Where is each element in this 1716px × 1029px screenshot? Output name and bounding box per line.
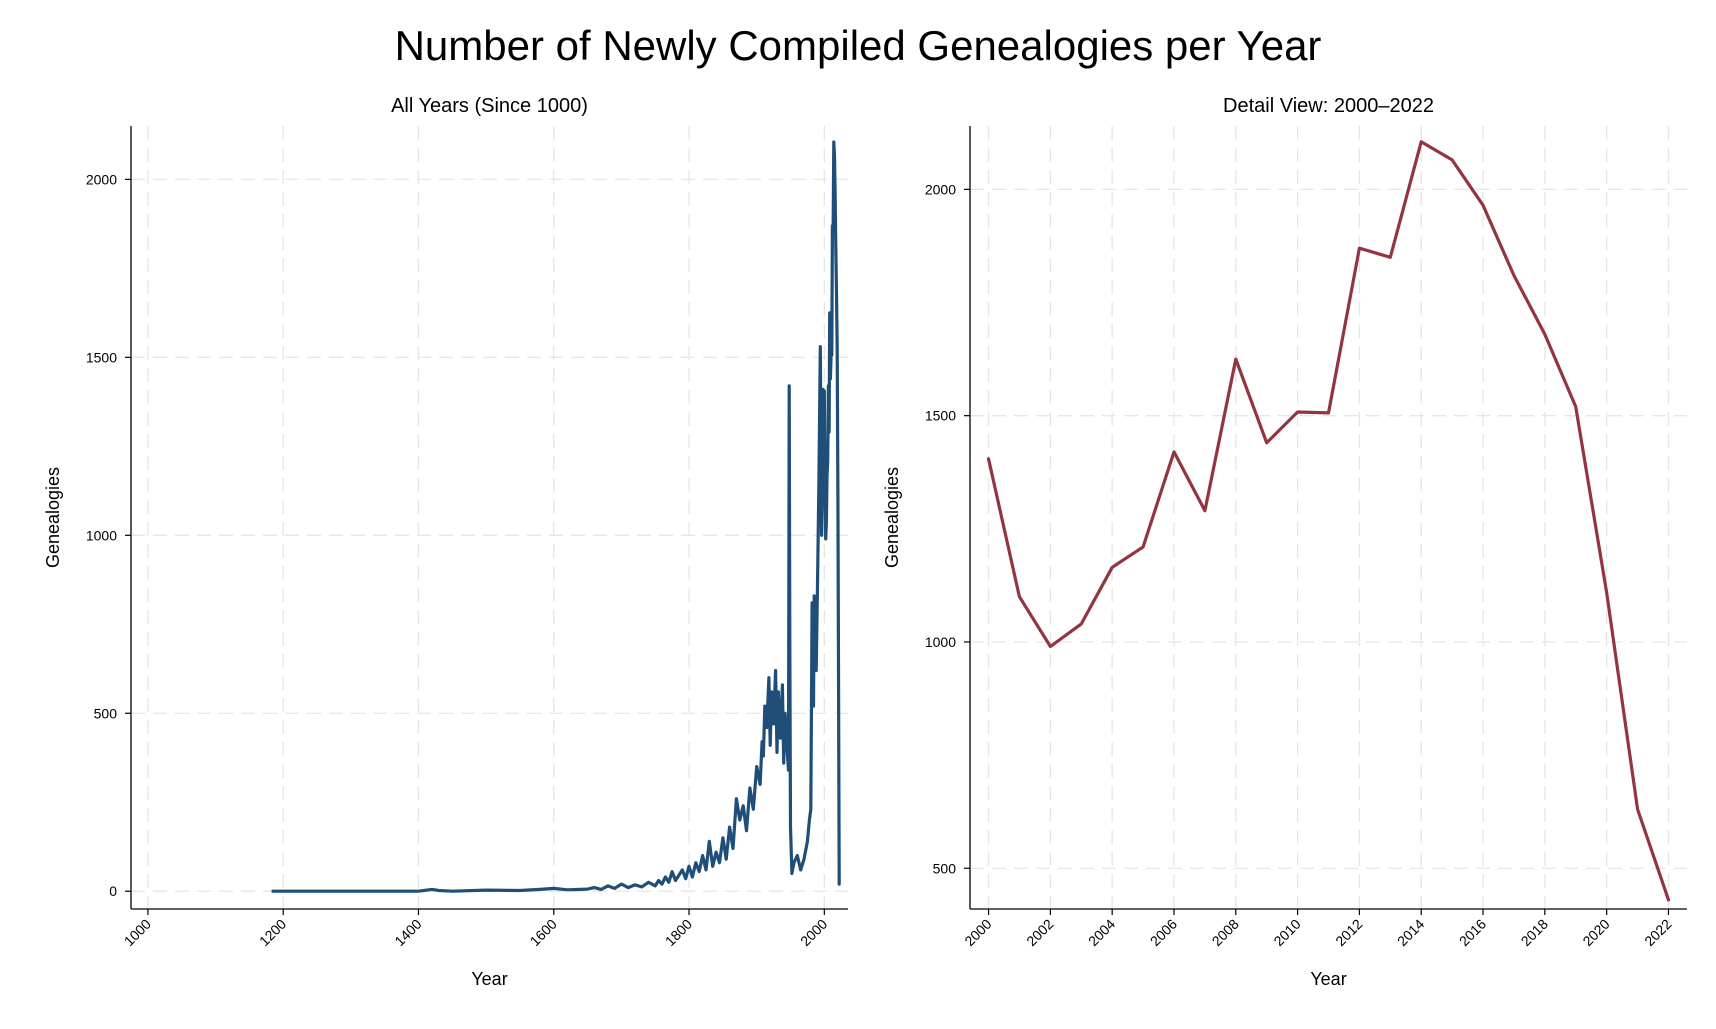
x-tick-label: 2022 — [1641, 916, 1674, 949]
series-line — [986, 140, 1671, 902]
x-tick-label: 2010 — [1270, 916, 1303, 949]
y-axis-label: Genealogies — [882, 467, 902, 568]
y-tick-label: 1500 — [925, 408, 956, 424]
y-tick-label: 1500 — [86, 349, 117, 365]
x-tick-label: 2006 — [1147, 916, 1180, 949]
x-tick-label: 2018 — [1518, 916, 1551, 949]
subplot-title: All Years (Since 1000) — [391, 95, 588, 117]
y-tick-label: 1000 — [86, 527, 117, 543]
x-tick-label: 2004 — [1085, 916, 1118, 949]
x-tick-label: 2012 — [1332, 916, 1365, 949]
y-tick-label: 1000 — [925, 634, 956, 650]
y-tick-label: 500 — [933, 860, 957, 876]
subplot-title: Detail View: 2000–2022 — [1223, 95, 1434, 117]
x-axis-label: Year — [1310, 969, 1346, 989]
x-tick-label: 2020 — [1579, 916, 1612, 949]
x-tick-label: 2014 — [1394, 916, 1427, 949]
y-tick-label: 500 — [94, 705, 118, 721]
x-axis-label: Year — [471, 969, 507, 989]
y-axis-label: Genealogies — [43, 467, 63, 568]
x-tick-label: 2000 — [961, 916, 994, 949]
y-tick-label: 0 — [109, 883, 117, 899]
x-tick-label: 2002 — [1023, 916, 1056, 949]
y-tick-label: 2000 — [925, 181, 956, 197]
x-tick-label: 2008 — [1209, 916, 1242, 949]
x-tick-label: 2016 — [1456, 916, 1489, 949]
series-line — [271, 140, 841, 893]
figure-title: Number of Newly Compiled Genealogies per… — [394, 22, 1322, 69]
y-tick-label: 2000 — [86, 171, 117, 187]
